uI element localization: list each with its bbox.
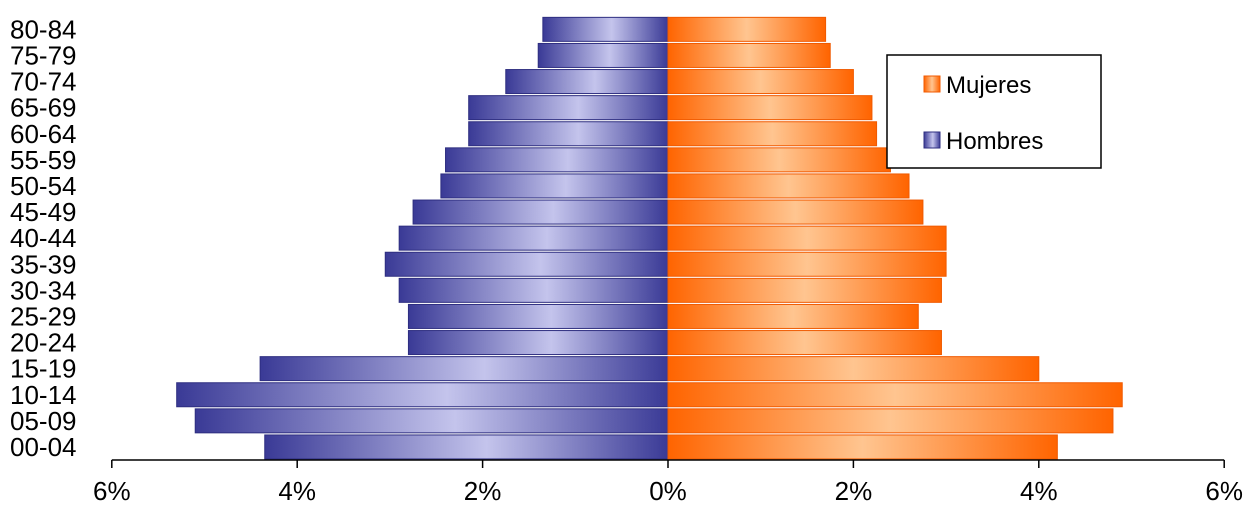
- bar-mujeres-50-54: [667, 173, 910, 199]
- bar-hombres-65-69: [468, 95, 669, 121]
- bar-hombres-55-59: [445, 147, 669, 173]
- bar-hombres-40-44: [398, 225, 669, 251]
- bar-hombres-75-79: [537, 42, 669, 68]
- y-tick-label: 25-29: [10, 301, 77, 331]
- bar-hombres-70-74: [505, 69, 669, 95]
- bars-group: [176, 16, 1123, 460]
- x-tick-label: 0%: [649, 476, 687, 506]
- bar-mujeres-55-59: [667, 147, 891, 173]
- bar-mujeres-05-09: [667, 408, 1114, 434]
- bar-mujeres-75-79: [667, 42, 831, 68]
- y-tick-label: 30-34: [10, 275, 77, 305]
- bar-hombres-60-64: [468, 121, 669, 147]
- y-tick-label: 75-79: [10, 40, 77, 70]
- bar-mujeres-45-49: [667, 199, 924, 225]
- bar-mujeres-65-69: [667, 95, 873, 121]
- y-tick-label: 15-19: [10, 354, 77, 384]
- bar-mujeres-80-84: [667, 16, 827, 42]
- x-tick-label: 6%: [1205, 476, 1243, 506]
- y-axis-labels: 00-0405-0910-1415-1920-2425-2930-3435-39…: [10, 14, 77, 462]
- x-tick-label: 4%: [278, 476, 316, 506]
- bar-hombres-25-29: [407, 303, 669, 329]
- bar-hombres-10-14: [176, 382, 669, 408]
- bar-mujeres-40-44: [667, 225, 947, 251]
- bar-hombres-20-24: [407, 330, 669, 356]
- bar-mujeres-00-04: [667, 434, 1058, 460]
- x-tick-label: 2%: [464, 476, 502, 506]
- bar-hombres-05-09: [194, 408, 669, 434]
- x-tick-label: 4%: [1020, 476, 1058, 506]
- legend-swatch-hombres: [923, 131, 941, 149]
- bar-mujeres-30-34: [667, 277, 942, 303]
- x-tick-label: 2%: [835, 476, 873, 506]
- bar-mujeres-20-24: [667, 330, 942, 356]
- bar-hombres-45-49: [412, 199, 669, 225]
- y-tick-label: 00-04: [10, 432, 77, 462]
- bar-hombres-00-04: [264, 434, 669, 460]
- y-tick-label: 65-69: [10, 93, 77, 123]
- y-tick-label: 70-74: [10, 67, 77, 97]
- y-tick-label: 50-54: [10, 171, 77, 201]
- legend: Mujeres Hombres: [886, 54, 1102, 169]
- bar-mujeres-15-19: [667, 356, 1040, 382]
- bar-hombres-30-34: [398, 277, 669, 303]
- y-tick-label: 40-44: [10, 223, 77, 253]
- bar-hombres-35-39: [384, 251, 669, 277]
- y-tick-label: 35-39: [10, 249, 77, 279]
- bar-mujeres-60-64: [667, 121, 878, 147]
- bar-hombres-80-84: [542, 16, 669, 42]
- x-tick-label: 6%: [93, 476, 131, 506]
- legend-label-hombres: Hombres: [946, 128, 1043, 155]
- y-tick-label: 10-14: [10, 380, 77, 410]
- y-tick-label: 55-59: [10, 145, 77, 175]
- legend-box: [886, 54, 1102, 169]
- legend-label-mujeres: Mujeres: [946, 72, 1031, 99]
- x-axis: 6% 4% 2% 0% 2% 4% 6%: [93, 459, 1243, 506]
- y-tick-label: 60-64: [10, 119, 77, 149]
- bar-hombres-50-54: [440, 173, 669, 199]
- y-tick-label: 20-24: [10, 328, 77, 358]
- y-tick-label: 05-09: [10, 406, 77, 436]
- bar-mujeres-10-14: [667, 382, 1123, 408]
- y-tick-label: 80-84: [10, 14, 77, 44]
- bar-mujeres-25-29: [667, 303, 919, 329]
- bar-mujeres-70-74: [667, 69, 854, 95]
- bar-mujeres-35-39: [667, 251, 947, 277]
- legend-swatch-mujeres: [923, 75, 941, 93]
- bar-hombres-15-19: [259, 356, 669, 382]
- y-tick-label: 45-49: [10, 197, 77, 227]
